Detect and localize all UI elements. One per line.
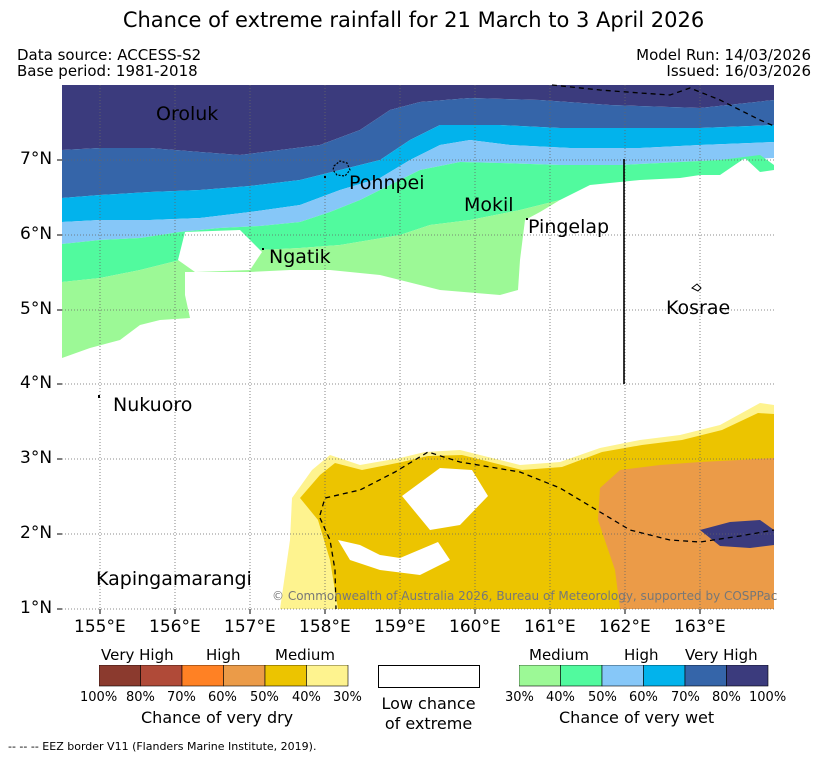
lon-tick-159: 159°E [374,617,426,637]
low-chance-hole-region [178,230,262,272]
kosrae-island-shape [691,283,702,292]
ngatik-atoll-mark [262,248,264,250]
dry-tick-40: 40% [292,690,321,705]
map-fields [62,85,774,609]
low-chance-label: Low chance of extreme [370,694,487,734]
place-label-pohnpei: Pohnpei [349,172,425,194]
pingelap-atoll-mark [526,218,528,220]
dry-colorbar [99,665,349,687]
wet-high-cyan-region [62,125,774,222]
lon-tick-155: 155°E [74,617,126,637]
wet-tick-100: 100% [749,690,787,705]
wet-swatch-1 [519,665,561,687]
dry-header-medium: Medium [275,646,335,664]
nukuoro-atoll-mark [98,395,100,398]
dry-notch-region [338,540,450,575]
lat-tick-2: 2°N [20,523,53,543]
lat-tick-6: 6°N [20,224,53,244]
map-title: Chance of extreme rainfall for 21 March … [122,8,705,32]
place-label-pingelap: Pingelap [528,216,610,238]
wet-swatch-2 [560,665,603,687]
base-period-label: Base period: 1981-2018 [17,62,198,80]
dry-swatch-2 [140,665,183,687]
wet-colorbar [519,665,769,687]
dry-swatch-6 [306,665,349,687]
wet-swatch-5 [684,665,727,687]
lat-tick-4: 4°N [20,373,53,393]
place-label-ngatik: Ngatik [269,246,331,268]
dry-swatch-1 [99,665,141,687]
lat-tick-7: 7°N [20,149,53,169]
meta-left: Data source: ACCESS-S2 Base period: 1981… [17,47,201,79]
low-chance-line1: Low chance [381,694,476,713]
place-label-kosrae: Kosrae [666,297,731,319]
dry-tick-30: 30% [333,690,362,705]
place-label-oroluk: Oroluk [156,103,219,125]
axis-tick-marks [57,159,701,614]
lon-tick-158: 158°E [299,617,351,637]
dry-tick-70: 70% [167,690,196,705]
issued-label: Issued: 16/03/2026 [666,62,811,80]
wet-tick-50: 50% [588,690,617,705]
dry-high-region [598,458,774,609]
wet-low-green-region [62,185,590,358]
wet-tick-40: 40% [546,690,575,705]
lat-tick-3: 3°N [20,448,53,468]
wet-swatch-4 [643,665,686,687]
low-chance-swatch [378,665,480,688]
dry-swatch-3 [181,665,224,687]
wet-high-dark-region [62,98,774,198]
model-run-label: Model Run: 14/03/2026 [636,46,811,64]
wet-medium-blue-region [62,140,774,244]
lon-tick-160: 160°E [449,617,501,637]
lon-tick-163: 163°E [674,617,726,637]
lon-tick-156: 156°E [149,617,201,637]
dry-header-high: High [206,646,241,664]
dry-tick-60: 60% [208,690,237,705]
low-chance-line2: of extreme [384,714,473,733]
lon-tick-161: 161°E [524,617,576,637]
wet-swatch-3 [601,665,644,687]
lon-tick-162: 162°E [599,617,651,637]
meta-right: Model Run: 14/03/2026 Issued: 16/03/2026 [636,47,811,79]
lon-tick-157: 157°E [224,617,276,637]
data-source-label: Data source: ACCESS-S2 [17,46,202,64]
wet-swatch-6 [726,665,769,687]
wet-tick-70: 70% [671,690,700,705]
lat-tick-5: 5°N [20,299,53,319]
dry-tick-50: 50% [250,690,279,705]
dry-swatch-4 [223,665,266,687]
eez-border-note: -- -- -- EEZ border V11 (Flanders Marine… [8,740,317,753]
dry-colorbar-title: Chance of very dry [141,708,294,727]
dry-header-very-high: Very High [101,646,174,664]
ant-atoll-mark [324,176,326,178]
dry-swatch-5 [264,665,307,687]
place-label-nukuoro: Nukuoro [113,394,193,416]
wet-tick-60: 60% [629,690,658,705]
wet-colorbar-title: Chance of very wet [559,708,715,727]
wet-header-high: High [624,646,659,664]
dry-hole-region [402,468,488,530]
place-label-kapingamarangi: Kapingamarangi [96,568,252,590]
wet-header-medium: Medium [529,646,589,664]
dry-tick-100: 100% [80,690,118,705]
dry-tick-80: 80% [126,690,155,705]
wet-very-high-region [62,85,774,155]
map-grid [62,85,774,610]
place-label-mokil: Mokil [464,194,514,216]
wet-tick-30: 30% [505,690,534,705]
copyright-notice: © Commonwealth of Australia 2026, Bureau… [272,589,778,603]
eez-border-lines [319,84,775,610]
lat-tick-1: 1°N [20,598,53,618]
pohnpei-island-shape [332,160,351,177]
wet-header-very-high: Very High [685,646,758,664]
wet-tick-80: 80% [712,690,741,705]
